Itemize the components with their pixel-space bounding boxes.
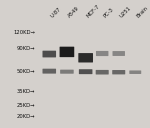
FancyBboxPatch shape — [79, 69, 92, 74]
FancyBboxPatch shape — [129, 70, 141, 74]
FancyBboxPatch shape — [112, 51, 125, 56]
Text: U251: U251 — [119, 5, 132, 19]
Text: A549: A549 — [67, 6, 80, 19]
Text: MCF-7: MCF-7 — [86, 4, 101, 19]
Text: 20KD→: 20KD→ — [17, 114, 35, 119]
Text: Brain: Brain — [135, 5, 149, 19]
FancyBboxPatch shape — [60, 47, 74, 57]
Text: 35KD→: 35KD→ — [17, 89, 35, 94]
Text: 90KD→: 90KD→ — [17, 46, 35, 51]
FancyBboxPatch shape — [96, 51, 108, 56]
Text: 25KD→: 25KD→ — [17, 103, 35, 108]
FancyBboxPatch shape — [96, 70, 109, 74]
FancyBboxPatch shape — [60, 70, 74, 74]
FancyBboxPatch shape — [42, 69, 56, 74]
FancyBboxPatch shape — [112, 70, 125, 74]
FancyBboxPatch shape — [42, 51, 56, 57]
Text: PC-3: PC-3 — [102, 7, 114, 19]
Text: 50KD→: 50KD→ — [17, 69, 35, 74]
Text: U-87: U-87 — [49, 6, 62, 19]
Text: 120KD→: 120KD→ — [13, 30, 35, 35]
FancyBboxPatch shape — [78, 53, 93, 62]
